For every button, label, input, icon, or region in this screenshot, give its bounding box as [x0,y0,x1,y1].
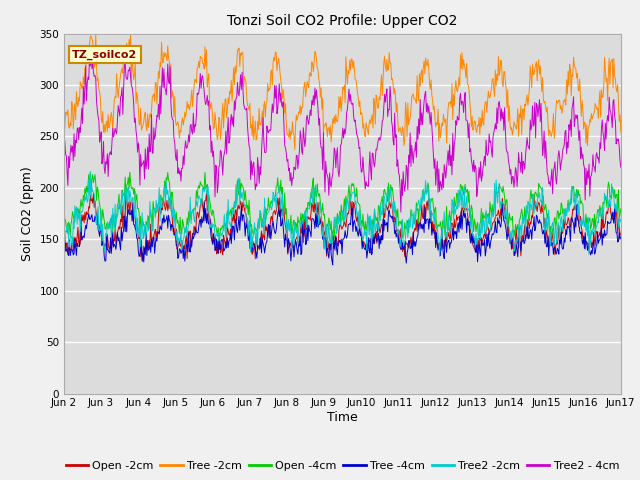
Legend: Open -2cm, Tree -2cm, Open -4cm, Tree -4cm, Tree2 -2cm, Tree2 - 4cm: Open -2cm, Tree -2cm, Open -4cm, Tree -4… [61,457,623,476]
Title: Tonzi Soil CO2 Profile: Upper CO2: Tonzi Soil CO2 Profile: Upper CO2 [227,14,458,28]
Y-axis label: Soil CO2 (ppm): Soil CO2 (ppm) [21,166,34,261]
Text: TZ_soilco2: TZ_soilco2 [72,50,138,60]
X-axis label: Time: Time [327,411,358,424]
